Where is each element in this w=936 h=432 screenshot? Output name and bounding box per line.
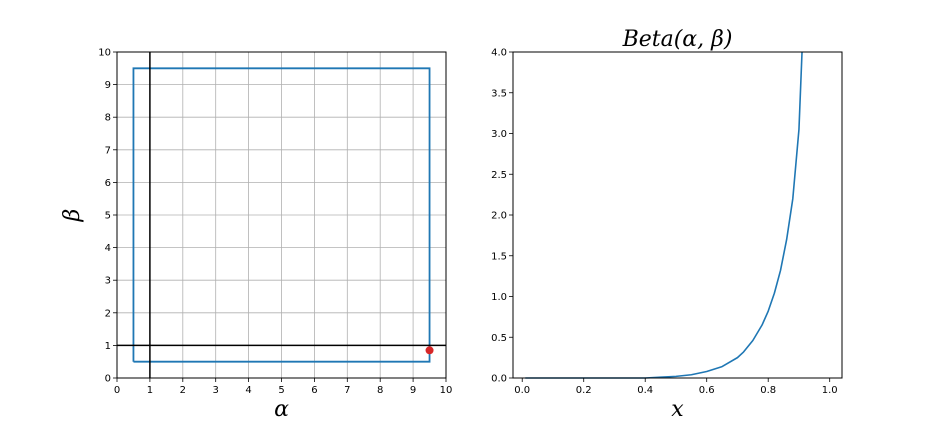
alpha-tick-label: 2 bbox=[180, 385, 186, 396]
alpha-tick-label: 9 bbox=[410, 385, 416, 396]
density-tick-label: 1.0 bbox=[491, 292, 507, 303]
alpha-beta-x-label: α bbox=[274, 397, 289, 422]
beta-tick-label: 8 bbox=[105, 113, 111, 124]
beta-tick-label: 3 bbox=[105, 276, 111, 287]
density-tick-label: 3.0 bbox=[491, 129, 507, 140]
beta-tick-label: 7 bbox=[105, 145, 111, 156]
alpha-tick-label: 1 bbox=[147, 385, 153, 396]
x-tick-label: 0.0 bbox=[514, 385, 530, 396]
density-tick-label: 0.0 bbox=[491, 374, 507, 385]
density-tick-label: 2.5 bbox=[491, 170, 507, 181]
x-tick-label: 0.6 bbox=[699, 385, 715, 396]
alpha-tick-label: 6 bbox=[311, 385, 317, 396]
beta-tick-label: 9 bbox=[105, 80, 111, 91]
density-tick-label: 2.0 bbox=[491, 211, 507, 222]
beta-tick-label: 1 bbox=[105, 341, 111, 352]
alpha-tick-label: 7 bbox=[344, 385, 350, 396]
alpha-beta-point-group bbox=[425, 346, 434, 355]
alpha-tick-label: 3 bbox=[213, 385, 219, 396]
alpha-tick-label: 5 bbox=[278, 385, 284, 396]
beta-tick-label: 10 bbox=[98, 48, 111, 59]
density-tick-label: 1.5 bbox=[491, 251, 507, 262]
alpha-tick-label: 10 bbox=[440, 385, 453, 396]
beta-tick-label: 4 bbox=[105, 243, 111, 254]
x-tick-label: 0.2 bbox=[576, 385, 592, 396]
beta-tick-label: 2 bbox=[105, 308, 111, 319]
beta-tick-label: 0 bbox=[105, 374, 111, 385]
alpha-beta-chart: 0 1 2 3 4 5 6 7 8 9 10 0 1 2 3 4 5 6 7 8 9 10 α β bbox=[60, 48, 452, 423]
parameter-point-marker bbox=[425, 346, 434, 355]
beta-distribution-ticks: 0.0 0.2 0.4 0.6 0.8 1.0 0.0 0.5 1.0 1.5 2.0 2.5 3.0 3… bbox=[491, 48, 838, 397]
x-tick-label: 0.4 bbox=[637, 385, 653, 396]
x-tick-label: 0.8 bbox=[760, 385, 776, 396]
alpha-tick-label: 4 bbox=[245, 385, 251, 396]
alpha-beta-ticks: 0 1 2 3 4 5 6 7 8 9 10 0 1 2 3 4 5 6 7 8 9 10 bbox=[98, 48, 452, 397]
beta-distribution-chart: 0.0 0.2 0.4 0.6 0.8 1.0 0.0 0.5 1.0 1.5 2.0 2.5 3.0 3… bbox=[491, 27, 843, 422]
alpha-beta-series bbox=[132, 67, 431, 363]
beta-tick-label: 6 bbox=[105, 178, 111, 189]
beta-distribution-title: Beta(α, β) bbox=[622, 27, 733, 52]
alpha-tick-label: 8 bbox=[377, 385, 383, 396]
alpha-beta-y-label: β bbox=[60, 209, 85, 223]
beta-tick-label: 5 bbox=[105, 211, 111, 222]
alpha-beta-reference-lines bbox=[117, 52, 446, 378]
bounding-square-series-line bbox=[132, 67, 431, 363]
alpha-tick-label: 0 bbox=[114, 385, 120, 396]
density-tick-label: 3.5 bbox=[491, 88, 507, 99]
beta-distribution-x-label: x bbox=[671, 397, 684, 422]
density-tick-label: 0.5 bbox=[491, 333, 507, 344]
density-tick-label: 4.0 bbox=[491, 48, 507, 59]
x-tick-label: 1.0 bbox=[822, 385, 838, 396]
